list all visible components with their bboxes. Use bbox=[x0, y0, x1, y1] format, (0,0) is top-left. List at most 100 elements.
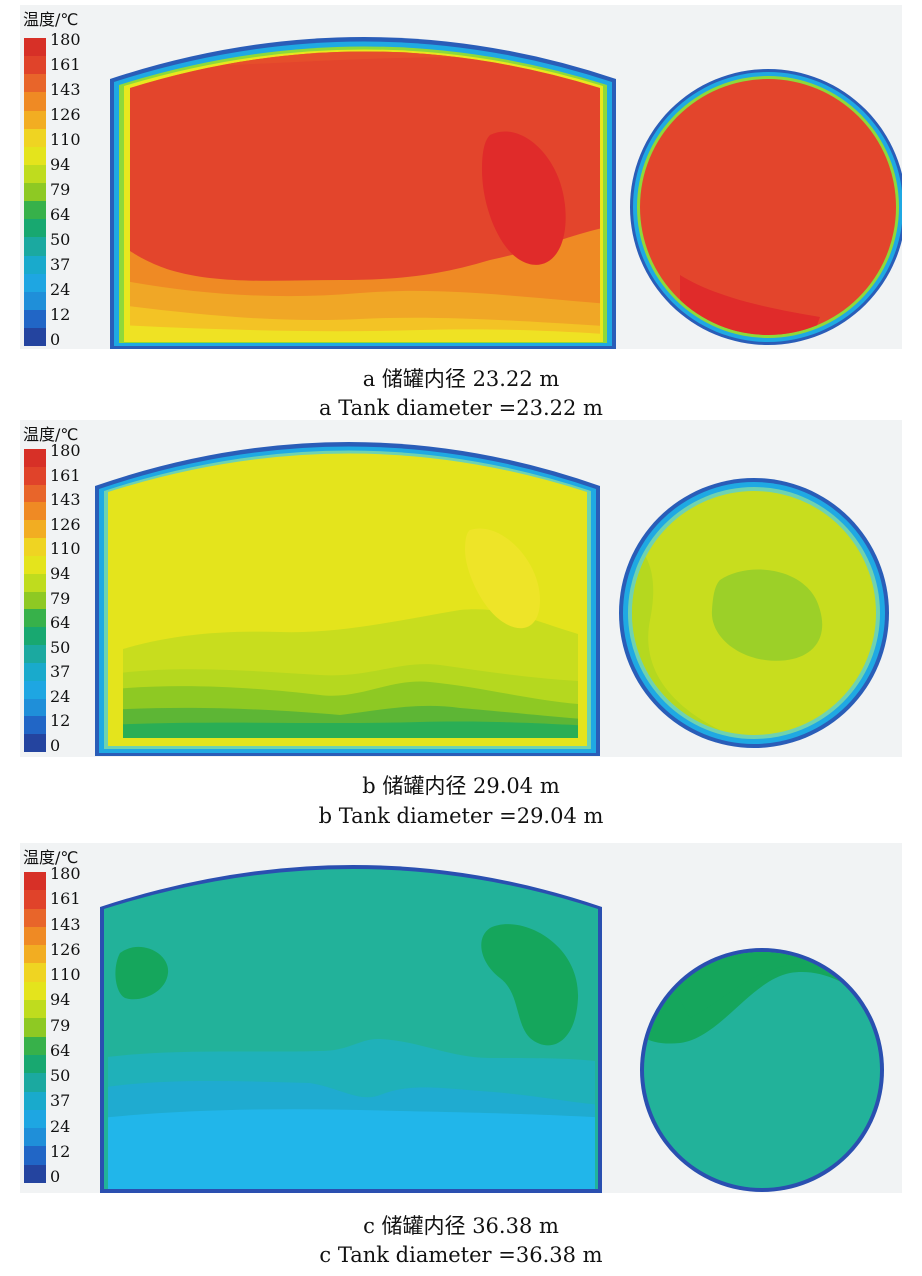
legend-color-step bbox=[24, 128, 46, 147]
color-legend-bar bbox=[24, 449, 46, 753]
legend-color-step bbox=[24, 908, 46, 927]
legend-tick-label: 94 bbox=[50, 990, 71, 1010]
caption-c-en: c Tank diameter =36.38 m bbox=[319, 1243, 603, 1267]
legend-color-step bbox=[24, 520, 46, 539]
legend-tick-label: 110 bbox=[50, 965, 81, 984]
legend-tick-label: 24 bbox=[50, 686, 71, 706]
legend-tick-label: 12 bbox=[50, 305, 71, 324]
legend-color-step bbox=[24, 219, 46, 238]
legend-tick-label: 94 bbox=[50, 155, 71, 174]
legend-tick-label: 64 bbox=[50, 613, 71, 633]
legend-tick-label: 126 bbox=[50, 514, 81, 534]
legend-color-step bbox=[24, 926, 46, 946]
legend-color-step bbox=[24, 328, 46, 347]
legend-tick-label: 94 bbox=[50, 563, 71, 583]
tank-top-section bbox=[619, 478, 889, 748]
legend-title: 温度/℃ bbox=[23, 848, 79, 867]
legend-tick-label: 50 bbox=[50, 637, 71, 657]
legend-color-step bbox=[24, 164, 46, 183]
legend-tick-label: 37 bbox=[50, 662, 71, 682]
color-legend-bar bbox=[24, 38, 46, 347]
legend-tick-label: 143 bbox=[50, 914, 81, 934]
legend-tick-label: 64 bbox=[50, 205, 71, 224]
legend-color-step bbox=[24, 591, 46, 610]
legend-color-step bbox=[24, 1109, 46, 1129]
panel-b: 温度/℃ 180 161 143 126 110 94 79 64 50 37 24 12 0 bbox=[20, 420, 902, 757]
legend-color-step bbox=[24, 1054, 46, 1074]
legend-tick-label: 126 bbox=[50, 939, 81, 959]
legend-tick-label: 161 bbox=[50, 465, 81, 485]
color-legend-bar bbox=[24, 872, 46, 1184]
tank-top-section bbox=[640, 948, 884, 1192]
legend-color-step bbox=[24, 698, 46, 717]
legend-color-step bbox=[24, 1146, 46, 1165]
legend-tick-label: 0 bbox=[50, 1167, 61, 1186]
legend-tick-label: 143 bbox=[50, 80, 81, 99]
legend-color-step bbox=[24, 56, 46, 75]
legend-color-step bbox=[24, 981, 46, 1001]
legend-tick-label: 37 bbox=[50, 1091, 71, 1111]
legend-tick-label: 161 bbox=[50, 55, 81, 74]
legend-color-step bbox=[24, 1164, 46, 1184]
legend-color-step bbox=[24, 662, 46, 681]
legend-tick-label: 180 bbox=[50, 30, 81, 49]
tank-top-section bbox=[630, 69, 902, 345]
legend-title: 温度/℃ bbox=[23, 10, 79, 29]
legend-tick-label: 79 bbox=[50, 1015, 71, 1035]
legend-color-step bbox=[24, 466, 46, 485]
caption-a-cn: a 储罐内径 23.22 m bbox=[362, 367, 560, 391]
legend-tick-label: 110 bbox=[50, 130, 81, 149]
panel-a: 温度/℃ 180 161 143 126 110 94 79 64 50 37 24 12 0 bbox=[20, 5, 902, 349]
legend-color-step bbox=[24, 74, 46, 93]
tank-side-section bbox=[110, 37, 616, 349]
caption-b-en: b Tank diameter =29.04 m bbox=[318, 804, 604, 828]
legend-color-step bbox=[24, 872, 46, 891]
legend-color-step bbox=[24, 1091, 46, 1110]
temperature-field-plots bbox=[110, 37, 902, 349]
legend-color-step bbox=[24, 945, 46, 964]
tank-side-section bbox=[100, 865, 602, 1193]
caption-a-en: a Tank diameter =23.22 m bbox=[319, 396, 603, 420]
legend-tick-label: 110 bbox=[50, 539, 81, 559]
legend-tick-label: 50 bbox=[50, 1066, 71, 1085]
legend-color-step bbox=[24, 734, 46, 753]
legend-tick-label: 37 bbox=[50, 255, 71, 274]
legend-color-step bbox=[24, 146, 46, 165]
temperature-field-plots bbox=[95, 442, 889, 756]
legend-tick-label: 12 bbox=[50, 711, 71, 731]
legend-color-step bbox=[24, 963, 46, 982]
legend-color-step bbox=[24, 110, 46, 129]
legend-color-step bbox=[24, 1128, 46, 1147]
legend-color-step bbox=[24, 1073, 46, 1092]
legend-color-step bbox=[24, 291, 46, 310]
legend-color-step bbox=[24, 609, 46, 628]
legend-color-step bbox=[24, 680, 46, 699]
caption-b-cn: b 储罐内径 29.04 m bbox=[362, 774, 560, 798]
legend-color-step bbox=[24, 237, 46, 256]
legend-title: 温度/℃ bbox=[23, 425, 79, 444]
caption-c-cn: c 储罐内径 36.38 m bbox=[363, 1214, 559, 1238]
legend-color-step bbox=[24, 183, 46, 202]
legend-color-step bbox=[24, 502, 46, 521]
legend-tick-label: 79 bbox=[50, 588, 71, 608]
legend-color-step bbox=[24, 1036, 46, 1055]
legend-color-step bbox=[24, 38, 46, 57]
legend-color-step bbox=[24, 273, 46, 292]
legend-tick-label: 161 bbox=[50, 889, 81, 909]
legend-tick-label: 12 bbox=[50, 1141, 71, 1161]
legend-color-step bbox=[24, 92, 46, 111]
legend-tick-label: 64 bbox=[50, 1040, 71, 1060]
legend-color-step bbox=[24, 201, 46, 220]
legend-tick-label: 50 bbox=[50, 230, 71, 249]
legend-tick-label: 24 bbox=[50, 280, 71, 299]
legend-color-step bbox=[24, 449, 46, 467]
legend-tick-label: 0 bbox=[50, 330, 61, 349]
legend-color-step bbox=[24, 538, 46, 556]
panel-c: 温度/℃ 180 161 143 126 110 94 79 64 50 37 24 12 0 bbox=[20, 843, 902, 1193]
legend-tick-label: 143 bbox=[50, 490, 81, 510]
legend-color-step bbox=[24, 716, 46, 735]
legend-color-step bbox=[24, 484, 46, 503]
tank-side-section bbox=[95, 442, 600, 756]
legend-color-step bbox=[24, 309, 46, 328]
legend-color-step bbox=[24, 1018, 46, 1037]
